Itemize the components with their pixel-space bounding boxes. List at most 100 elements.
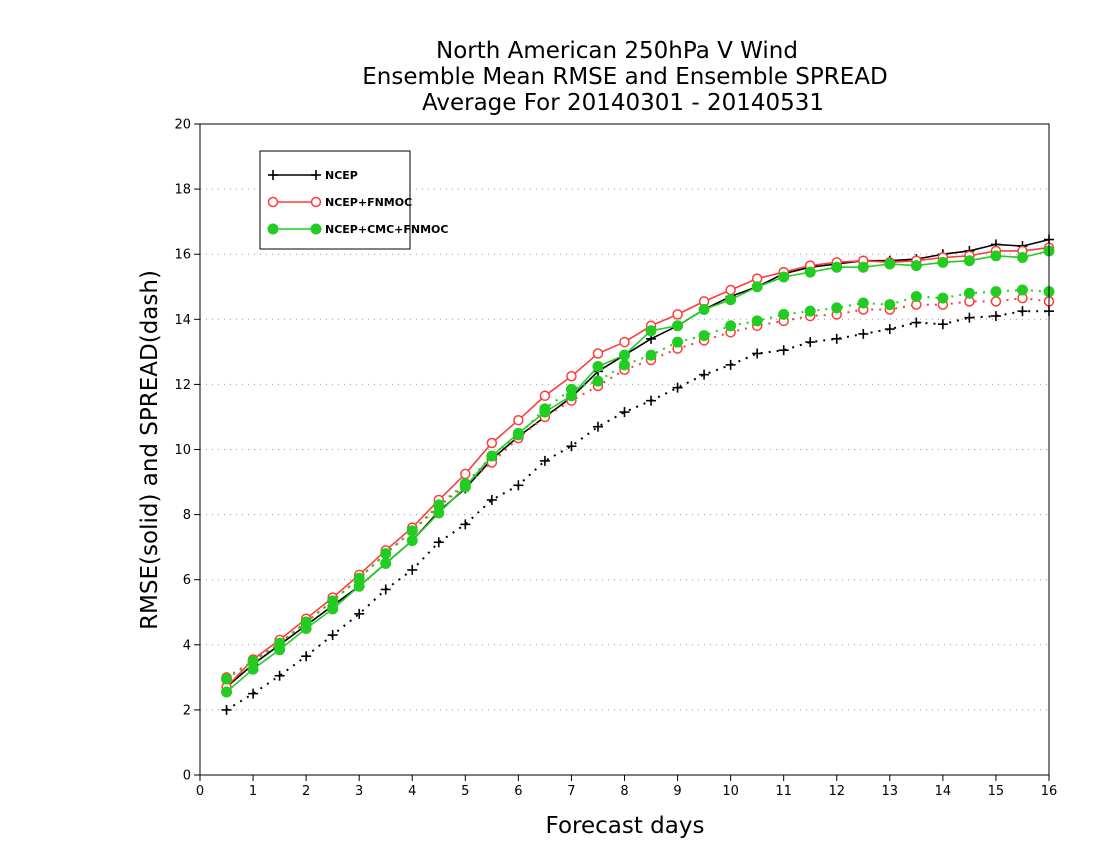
ncep-cmc-fnmoc-rmse-point <box>539 406 551 418</box>
x-tick-label: 8 <box>620 784 628 799</box>
ncep-cmc-fnmoc-rmse-point <box>619 349 630 361</box>
ncep-spread-point <box>778 345 789 356</box>
ncep-spread-point <box>274 670 285 681</box>
x-tick-label: 1 <box>249 784 257 799</box>
ncep-cmc-fnmoc-spread-point <box>672 336 684 348</box>
series-ncep-cmc-fnmoc <box>221 245 1055 698</box>
y-tick-label: 10 <box>174 443 191 458</box>
x-tick-label: 0 <box>196 784 204 799</box>
x-tick-label: 9 <box>673 784 681 799</box>
legend: NCEP NCEP+FNMOC NCEP+CMC+FNMOC <box>259 150 448 250</box>
x-axis-label: Forecast days <box>546 813 705 839</box>
ncep-cmc-fnmoc-rmse-point <box>725 294 737 306</box>
x-tick-label: 12 <box>828 784 845 799</box>
ncep-cmc-fnmoc-spread-point <box>910 291 922 303</box>
ncep-cmc-fnmoc-spread-point <box>221 673 233 685</box>
ncep-spread-point <box>990 311 1001 322</box>
ncep-spread-point <box>964 312 975 323</box>
y-tick-label: 2 <box>183 703 191 718</box>
x-tick-label: 5 <box>461 784 469 799</box>
ncep-spread-point <box>937 319 948 330</box>
ncep-spread-point <box>619 407 630 418</box>
ncep-cmc-fnmoc-spread-point <box>619 359 630 371</box>
ncep-spread-point <box>1017 306 1028 317</box>
ncep-spread-point <box>911 317 922 328</box>
ncep-cmc-fnmoc-spread-point <box>751 315 763 327</box>
ncep-spread-point <box>460 519 471 530</box>
y-tick-label: 4 <box>183 638 191 653</box>
ncep-cmc-fnmoc-spread-point <box>963 287 975 299</box>
ncep-fnmoc-rmse-point <box>460 468 471 480</box>
ncep-cmc-fnmoc-rmse-point <box>884 258 896 270</box>
ncep-cmc-fnmoc-spread-point <box>592 375 604 387</box>
ncep-spread-point <box>858 328 869 339</box>
y-tick-label: 12 <box>174 378 191 393</box>
y-tick-label: 6 <box>183 573 191 588</box>
ncep-fnmoc-rmse-point <box>619 336 630 348</box>
ncep-cmc-fnmoc-rmse-point <box>486 450 498 462</box>
ncep-fnmoc-rmse-point <box>725 284 736 296</box>
legend-marker <box>267 223 279 235</box>
ncep-cmc-fnmoc-spread-point <box>406 525 418 537</box>
ncep-cmc-fnmoc-spread-point <box>698 330 710 342</box>
ncep-cmc-fnmoc-rmse-point <box>221 686 233 698</box>
ncep-cmc-fnmoc-rmse-point <box>592 360 604 372</box>
x-tick-label: 4 <box>408 784 416 799</box>
ncep-spread-point <box>221 704 232 715</box>
ncep-cmc-fnmoc-spread-point <box>804 305 816 317</box>
ncep-cmc-fnmoc-spread-point <box>778 308 790 320</box>
ncep-cmc-fnmoc-spread-point <box>857 297 869 309</box>
ncep-cmc-fnmoc-rmse-point <box>512 427 524 439</box>
ncep-cmc-fnmoc-rmse-point <box>698 304 710 316</box>
ncep-spread-point <box>805 337 816 348</box>
chart-title-line-3: Average For 20140301 - 20140531 <box>422 90 824 116</box>
y-tick-label: 14 <box>174 313 191 328</box>
ncep-cmc-fnmoc-rmse-point <box>778 271 790 283</box>
x-tick-label: 11 <box>775 784 792 799</box>
legend-item-ncep: NCEP <box>268 169 358 182</box>
x-tick-label: 16 <box>1041 784 1058 799</box>
x-tick-label: 14 <box>935 784 952 799</box>
ncep-cmc-fnmoc-rmse-point <box>1016 251 1028 263</box>
legend-marker <box>268 170 278 180</box>
ncep-spread-point <box>566 441 577 452</box>
legend-label: NCEP <box>325 169 358 182</box>
ncep-cmc-fnmoc-rmse-point <box>353 580 365 592</box>
ncep-cmc-fnmoc-rmse-point <box>300 623 312 635</box>
ncep-spread-point <box>248 688 259 699</box>
legend-label: NCEP+CMC+FNMOC <box>325 223 448 236</box>
ncep-spread-point <box>699 369 710 380</box>
legend-items: NCEP NCEP+FNMOC NCEP+CMC+FNMOC <box>267 169 448 236</box>
ncep-spread-point <box>327 630 338 641</box>
x-tick-label: 7 <box>567 784 575 799</box>
ncep-spread-point <box>725 359 736 370</box>
ncep-spread-point <box>433 537 444 548</box>
ncep-cmc-fnmoc-rmse-point <box>857 261 869 273</box>
ncep-cmc-fnmoc-rmse-point <box>406 535 418 547</box>
ncep-cmc-fnmoc-rmse-point <box>327 603 339 615</box>
y-tick-label: 16 <box>174 248 191 263</box>
x-tick-label: 13 <box>882 784 899 799</box>
legend-marker <box>267 196 279 208</box>
ncep-spread-point <box>672 382 683 393</box>
ncep-cmc-fnmoc-rmse-point <box>645 325 657 337</box>
ncep-cmc-fnmoc-spread-point <box>380 548 392 560</box>
x-tick-label: 3 <box>355 784 363 799</box>
ncep-cmc-fnmoc-rmse-point <box>963 255 975 267</box>
ncep-fnmoc-rmse-point <box>539 390 551 402</box>
ncep-spread-point <box>486 494 497 505</box>
x-tick-label: 10 <box>722 784 739 799</box>
y-tick-label: 8 <box>183 508 191 523</box>
ncep-cmc-fnmoc-spread-point <box>937 292 949 304</box>
legend-marker <box>310 223 322 235</box>
ncep-cmc-fnmoc-spread-point <box>645 349 657 361</box>
ncep-spread-point <box>539 455 550 466</box>
ncep-spread-point <box>380 584 391 595</box>
ncep-cmc-fnmoc-rmse-point <box>459 481 471 493</box>
ncep-spread-point <box>513 480 524 491</box>
y-axis-label: RMSE(solid) and SPREAD(dash) <box>137 270 163 630</box>
x-tick-label: 15 <box>988 784 1005 799</box>
ncep-cmc-fnmoc-rmse-point <box>565 390 577 402</box>
